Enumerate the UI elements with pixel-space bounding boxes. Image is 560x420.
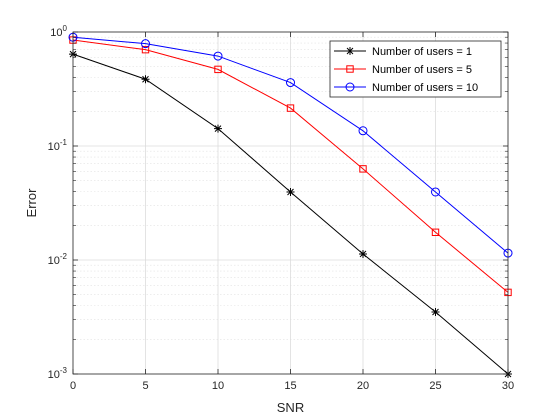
- data-point: [214, 65, 222, 74]
- x-tick-label: 15: [284, 380, 296, 392]
- legend-marker: [346, 65, 354, 73]
- legend-marker: [346, 47, 354, 55]
- series-line: [72, 36, 509, 254]
- x-axis-title: SNR: [277, 400, 304, 415]
- data-point: [214, 124, 222, 133]
- data-point: [141, 39, 150, 49]
- data-point: [286, 78, 295, 88]
- legend-label: Number of users = 10: [372, 82, 478, 94]
- x-tick-label: 5: [142, 380, 148, 392]
- data-point: [431, 307, 440, 316]
- x-tick-label: 20: [357, 380, 369, 392]
- legend-marker: [345, 82, 355, 92]
- data-point: [286, 187, 295, 196]
- legend-label: Number of users = 5: [372, 64, 472, 76]
- legend-label: Number of users = 1: [372, 46, 472, 58]
- x-tick-label: 30: [502, 380, 514, 392]
- data-point: [213, 51, 223, 61]
- legend: Number of users = 1 Number of users = 5 Nu…: [329, 40, 502, 98]
- legend-items: Number of users = 1 Number of users = 5 Nu…: [334, 46, 478, 94]
- series-layer: [68, 32, 513, 378]
- x-tick-label: 10: [212, 380, 224, 392]
- legend-item-2: Number of users = 5: [334, 64, 472, 76]
- data-point: [141, 45, 150, 54]
- data-point: [141, 75, 150, 84]
- ticks-layer: [72, 31, 509, 375]
- series-line: [72, 39, 509, 293]
- legend-item-3: Number of users = 10: [334, 82, 478, 94]
- data-point: [359, 165, 367, 173]
- data-point: [286, 104, 295, 112]
- data-point: [359, 249, 367, 258]
- y-tick-labels: 100 10-1 10-2 10-3: [48, 24, 68, 381]
- data-point: [358, 126, 368, 136]
- y-tick-label: 100: [50, 24, 67, 39]
- y-axis-title: Error: [24, 188, 39, 218]
- y-tick-label: 10-3: [48, 366, 68, 381]
- x-tick-label: 0: [70, 380, 76, 392]
- data-point: [431, 228, 440, 236]
- legend-item-1: Number of users = 1: [334, 46, 472, 58]
- x-tick-label: 25: [429, 380, 441, 392]
- y-tick-label: 10-2: [48, 252, 68, 267]
- x-tick-labels: 0 5 10 15 20 25 30: [70, 380, 514, 392]
- data-point: [431, 187, 440, 197]
- y-tick-label: 10-1: [48, 138, 68, 153]
